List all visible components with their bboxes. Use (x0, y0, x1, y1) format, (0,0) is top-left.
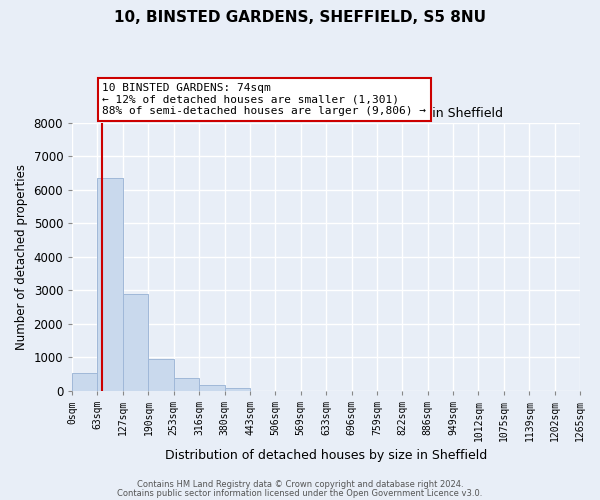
Title: Size of property relative to detached houses in Sheffield: Size of property relative to detached ho… (149, 108, 503, 120)
Text: 10 BINSTED GARDENS: 74sqm
← 12% of detached houses are smaller (1,301)
88% of se: 10 BINSTED GARDENS: 74sqm ← 12% of detac… (103, 83, 427, 116)
Text: Contains HM Land Registry data © Crown copyright and database right 2024.: Contains HM Land Registry data © Crown c… (137, 480, 463, 489)
X-axis label: Distribution of detached houses by size in Sheffield: Distribution of detached houses by size … (165, 450, 487, 462)
Text: Contains public sector information licensed under the Open Government Licence v3: Contains public sector information licen… (118, 488, 482, 498)
Bar (72, 372, 97, 391)
Y-axis label: Number of detached properties: Number of detached properties (15, 164, 28, 350)
Bar (225, 388, 250, 391)
Text: 10, BINSTED GARDENS, SHEFFIELD, S5 8NU: 10, BINSTED GARDENS, SHEFFIELD, S5 8NU (114, 10, 486, 25)
Bar (148, 359, 174, 391)
Bar (174, 378, 199, 391)
Bar (123, 294, 148, 391)
Bar (97, 178, 123, 391)
Bar (199, 385, 225, 391)
